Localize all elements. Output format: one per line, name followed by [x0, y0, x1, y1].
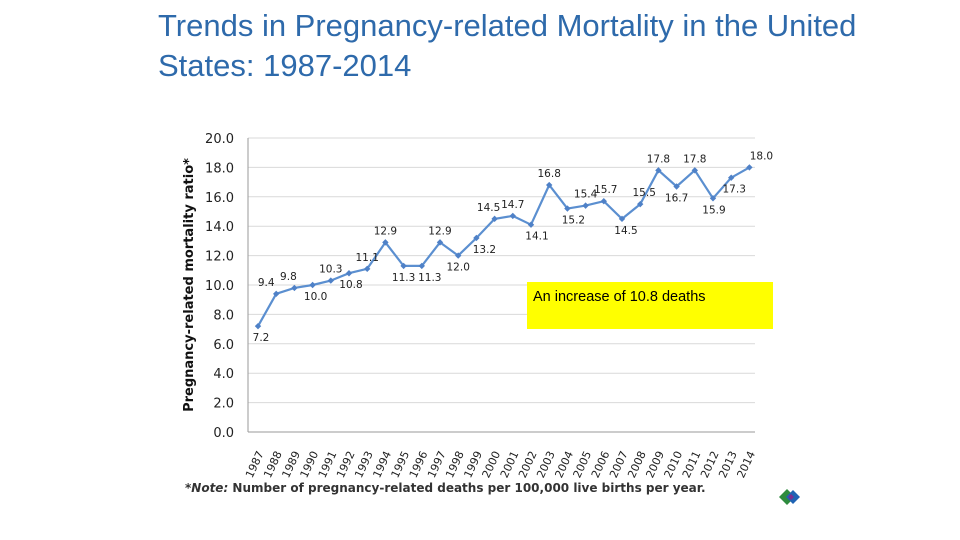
y-tick-label: 4.0 — [213, 367, 234, 382]
data-point — [746, 164, 753, 171]
data-point — [637, 200, 644, 208]
diamond-logo-icon — [779, 489, 800, 505]
y-tick-label: 2.0 — [213, 397, 234, 412]
data-point — [709, 195, 717, 202]
data-point — [618, 215, 626, 223]
data-point — [418, 262, 425, 270]
note-label: *Note: — [185, 481, 229, 495]
chart-note: *Note: Number of pregnancy-related death… — [185, 481, 706, 495]
y-tick-label: 12.0 — [205, 250, 234, 265]
data-label: 11.1 — [356, 252, 379, 264]
data-point — [254, 322, 262, 330]
y-tick-label: 18.0 — [205, 161, 234, 176]
x-tick-labels: 1987198819891990199119921993199419951996… — [243, 449, 758, 480]
data-label: 12.9 — [428, 225, 451, 237]
data-label: 11.3 — [418, 272, 441, 284]
data-label: 10.8 — [339, 279, 362, 291]
y-tick-label: 20.0 — [205, 132, 234, 147]
slide-title: Trends in Pregnancy-related Mortality in… — [158, 8, 857, 83]
data-label: 17.3 — [723, 184, 746, 196]
data-label: 16.8 — [538, 168, 561, 180]
data-point — [309, 281, 316, 289]
data-point — [436, 239, 444, 246]
y-tick-label: 10.0 — [205, 279, 234, 294]
data-label: 12.9 — [374, 225, 397, 237]
data-point — [382, 239, 389, 246]
data-point — [564, 205, 571, 212]
data-label: 7.2 — [253, 332, 270, 344]
y-tick-label: 14.0 — [205, 220, 234, 235]
data-point — [473, 234, 480, 242]
data-point — [691, 167, 698, 174]
data-label: 17.8 — [683, 153, 706, 165]
y-tick-label: 0.0 — [213, 426, 234, 441]
data-label: 15.9 — [702, 204, 725, 216]
data-point — [673, 183, 680, 190]
data-label: 14.7 — [501, 199, 524, 211]
data-point — [491, 215, 498, 223]
data-point — [655, 167, 662, 174]
data-label: 11.3 — [392, 272, 415, 284]
data-label: 9.4 — [258, 277, 275, 289]
axes — [247, 138, 755, 433]
data-label: 12.0 — [447, 262, 470, 274]
data-markers — [254, 164, 753, 330]
data-point — [327, 277, 334, 284]
data-label: 14.5 — [477, 202, 500, 214]
data-point — [455, 252, 462, 259]
data-label: 10.3 — [319, 264, 342, 276]
data-label: 18.0 — [750, 150, 773, 162]
data-point — [364, 265, 371, 273]
data-point — [600, 198, 607, 205]
data-label: 15.5 — [633, 187, 656, 199]
y-tick-label: 6.0 — [213, 338, 234, 353]
data-point — [582, 202, 589, 209]
data-point — [728, 174, 735, 181]
y-axis-label: Pregnancy-related mortality ratio* — [182, 158, 197, 412]
y-tick-labels: 0.0 2.0 4.0 6.0 8.0 10.0 12.0 14.0 16.0 18.0 20.0 — [205, 132, 234, 441]
data-point — [273, 290, 280, 298]
data-label: 17.8 — [647, 153, 670, 165]
series-line — [257, 166, 750, 327]
y-tick-label: 16.0 — [205, 191, 234, 206]
note-text: Number of pregnancy-related deaths per 1… — [228, 481, 706, 495]
data-point — [400, 262, 407, 270]
data-label: 15.2 — [562, 215, 585, 227]
increase-callout: An increase of 10.8 deaths — [527, 282, 773, 329]
data-point — [527, 221, 535, 228]
data-label: 10.0 — [304, 291, 327, 303]
data-labels: 7.2 9.4 9.8 10.0 10.3 10.8 11.1 12.9 11.3 11.3 12.… — [253, 150, 773, 344]
data-label: 14.5 — [614, 225, 637, 237]
data-label: 13.2 — [473, 244, 496, 256]
y-tick-label: 8.0 — [213, 308, 234, 323]
data-point — [291, 284, 298, 292]
data-label: 15.7 — [594, 184, 617, 196]
data-label: 15.4 — [574, 189, 598, 201]
data-label: 14.1 — [525, 231, 548, 243]
data-label: 16.7 — [665, 193, 688, 205]
data-point — [509, 212, 516, 220]
data-label: 9.8 — [280, 271, 297, 283]
data-point — [546, 181, 553, 189]
data-point — [345, 270, 353, 277]
